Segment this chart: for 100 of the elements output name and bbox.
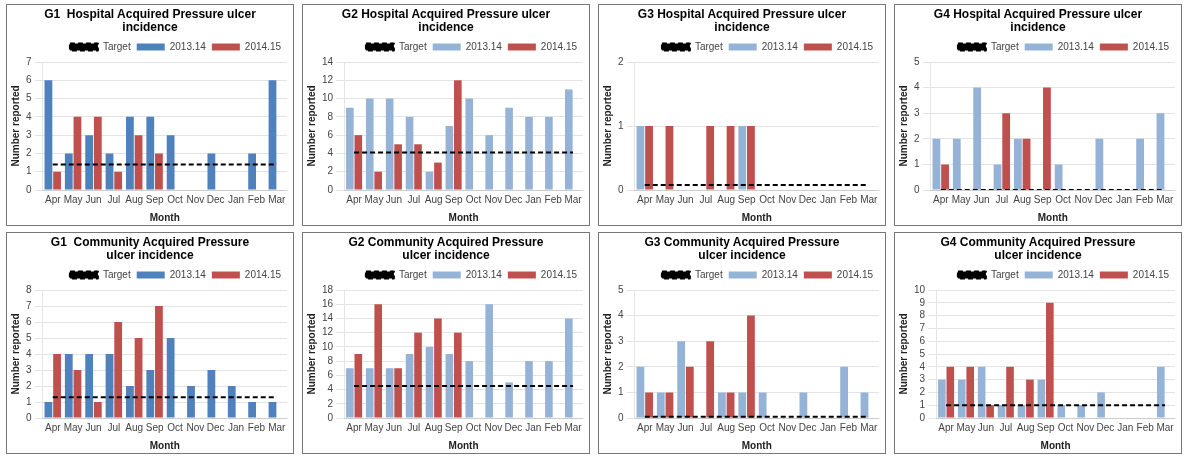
y-tick-label: 7 (919, 322, 926, 334)
bar (799, 392, 808, 418)
x-tick-label: May (655, 193, 675, 205)
bar (425, 171, 434, 190)
legend-label: 2014.15 (540, 268, 578, 280)
y-tick-label: 4 (327, 383, 334, 395)
bar (248, 402, 257, 418)
x-tick-label: Jan (228, 193, 245, 205)
bar (706, 341, 715, 418)
y-tick-label: 0 (26, 183, 32, 195)
x-tick-label: Feb (544, 421, 563, 433)
bar (44, 80, 53, 190)
bar (545, 361, 553, 418)
legend-label: 2014.15 (1132, 40, 1170, 52)
y-tick-label: 4 (618, 309, 624, 321)
y-axis-title: Number reported (305, 313, 317, 395)
x-tick-label: Dec (504, 421, 523, 433)
legend-label: 2014.15 (1132, 268, 1170, 280)
bar (1006, 366, 1014, 418)
y-axis-title: Number reported (9, 313, 21, 395)
bar (932, 138, 941, 190)
x-axis-title: Month (448, 439, 479, 451)
x-tick-label: Apr (44, 193, 62, 205)
bar (957, 379, 966, 418)
y-tick-label: 12 (322, 326, 334, 338)
y-tick-label: 8 (919, 309, 926, 321)
bar (840, 366, 849, 418)
x-tick-label: Mar (564, 193, 583, 205)
x-tick-label: Mar (268, 421, 287, 433)
bar (64, 153, 73, 190)
y-tick-label: 1 (919, 398, 926, 410)
bar (656, 392, 665, 418)
bar (434, 318, 442, 418)
y-tick-label: 8 (327, 354, 334, 366)
legend-label: 2013.14 (465, 268, 503, 280)
y-tick-label: 2 (618, 360, 624, 372)
legend-label: Target (398, 268, 427, 280)
x-tick-label: Jan (1117, 421, 1134, 433)
chart-title: G1 Hospital Acquired Pressure ulcer incidence (43, 6, 257, 36)
y-tick-label: 0 (327, 411, 334, 423)
bar (405, 354, 414, 418)
bar (166, 135, 175, 190)
x-tick-label: Nov (484, 421, 503, 433)
x-tick-label: Nov (778, 193, 797, 205)
y-tick-label: 0 (618, 411, 624, 423)
x-tick-label: Oct (1055, 193, 1071, 205)
y-tick-label: 14 (322, 55, 334, 67)
legend-label: 2014.15 (244, 40, 282, 52)
chart-title: G2 Community Acquired Pressure ulcer incidence (347, 234, 545, 264)
y-tick-label: 4 (327, 147, 334, 159)
x-tick-label: Aug (1013, 193, 1032, 205)
legend-label: 2013.14 (761, 40, 799, 52)
x-tick-label: Nov (484, 193, 503, 205)
bar (187, 386, 195, 418)
x-tick-label: Mar (1156, 421, 1175, 433)
x-tick-label: Jul (107, 193, 121, 205)
y-tick-label: 3 (26, 128, 32, 140)
x-tick-label: Dec (1094, 193, 1113, 205)
y-tick-label: 5 (26, 92, 32, 104)
bar (465, 361, 474, 418)
y-tick-label: 5 (914, 55, 920, 67)
y-tick-label: 0 (919, 411, 926, 423)
x-tick-label: Dec (206, 421, 225, 433)
x-tick-label: Jan (1116, 193, 1133, 205)
bar (1054, 164, 1063, 190)
x-tick-label: Jan (820, 421, 837, 433)
y-tick-label: 1 (914, 158, 920, 170)
bar (374, 304, 383, 418)
bar (93, 402, 102, 418)
bar (1057, 405, 1066, 418)
x-tick-label: Sep (1033, 193, 1052, 205)
y-tick-label: 1 (618, 119, 624, 131)
x-tick-label: Dec (504, 193, 523, 205)
x-tick-label: Nov (186, 421, 205, 433)
legend-label: 2013.14 (761, 268, 799, 280)
x-tick-label: Jan (228, 421, 245, 433)
legend-label: Target (694, 268, 723, 280)
bar (354, 135, 363, 190)
legend-label: 2014.15 (836, 268, 874, 280)
x-tick-label: Jul (995, 193, 1009, 205)
x-tick-label: Sep (444, 421, 463, 433)
legend-label: 2014.15 (244, 268, 282, 280)
x-axis-title: Month (149, 439, 180, 451)
y-tick-label: 8 (26, 283, 32, 295)
bar (465, 98, 474, 190)
y-tick-label: 0 (26, 411, 32, 423)
bar (986, 405, 994, 418)
bar (1046, 302, 1054, 418)
y-tick-label: 6 (26, 315, 32, 327)
y-tick-label: 6 (26, 74, 32, 86)
x-tick-label: Apr (938, 421, 955, 433)
x-tick-label: Jul (699, 421, 713, 433)
x-tick-label: Mar (1156, 193, 1175, 205)
x-tick-label: Oct (759, 421, 775, 433)
bar (1014, 138, 1022, 190)
y-tick-label: 2 (914, 132, 920, 144)
bar (126, 116, 134, 190)
x-tick-label: Oct (167, 421, 183, 433)
x-tick-label: Sep (145, 421, 164, 433)
bar (93, 116, 102, 190)
